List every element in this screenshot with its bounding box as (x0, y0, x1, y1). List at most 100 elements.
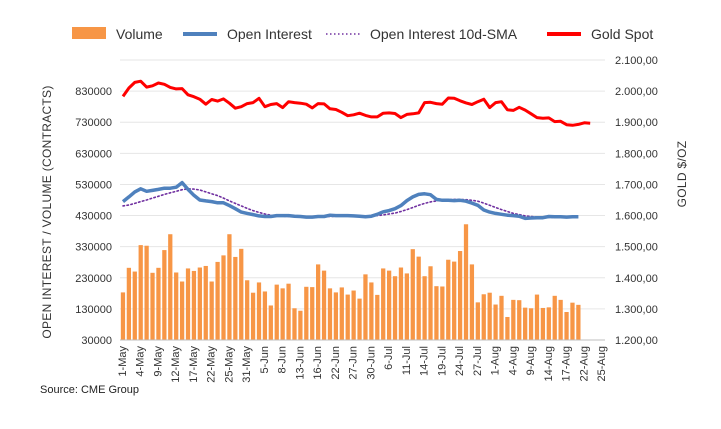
volume-bar (463, 224, 469, 340)
y-right-tick-label: 1.300,00 (615, 304, 658, 316)
volume-bar (475, 302, 480, 340)
volume-bar (168, 234, 173, 340)
volume-bar (179, 281, 185, 340)
volume-bar (558, 299, 563, 340)
y-axis-right-title: GOLD $/OZ (675, 141, 689, 208)
volume-bar (262, 291, 268, 340)
y-axis-right: 1.200,00 1.300,00 1.400,00 1.500,00 1.600,00… (615, 55, 658, 347)
volume-bar (511, 299, 516, 340)
legend: Volume Open Interest Open Interest 10d-SMA… (72, 26, 653, 42)
volume-bar (227, 234, 232, 340)
volume-bar (120, 292, 126, 340)
y-right-tick-label: 1.900,00 (615, 117, 658, 129)
volume-bar (233, 256, 238, 340)
y-left-tick-label: 830000 (75, 86, 112, 98)
x-tick-label: 17-Aug (561, 346, 573, 381)
volume-bar (369, 282, 374, 340)
volume-bar (534, 294, 540, 340)
volume-bar (493, 304, 498, 340)
volume-bar (481, 294, 486, 340)
volume-bar (215, 261, 220, 340)
volume-bar (434, 286, 439, 340)
gold-spot-line (121, 79, 591, 127)
x-tick-label: 1-Aug (490, 346, 502, 375)
volume-bar (292, 308, 297, 340)
x-tick-label: 12-May (170, 346, 182, 383)
volume-bar (280, 288, 285, 340)
volume-bar (528, 308, 534, 340)
x-tick-label: 5-Jun (259, 346, 271, 374)
open-interest-line (121, 180, 579, 221)
volume-bar (375, 294, 380, 340)
y-right-tick-label: 1.500,00 (615, 242, 658, 254)
y-left-tick-label: 630000 (75, 148, 112, 160)
volume-bar (540, 307, 546, 340)
x-tick-label: 11-Jul (401, 346, 413, 375)
source-note: Source: CME Group (40, 384, 140, 396)
volume-bar (469, 264, 475, 340)
y-right-tick-label: 1.200,00 (615, 335, 658, 347)
y-left-tick-label: 230000 (75, 273, 112, 285)
x-tick-label: 22-Jun (330, 346, 342, 380)
volume-bar (298, 310, 303, 340)
volume-bar (570, 302, 575, 340)
volume-bar (457, 251, 463, 340)
volume-bar (185, 268, 191, 340)
volume-bar (552, 295, 557, 340)
volume-bar (162, 250, 167, 340)
y-right-tick-label: 1.700,00 (615, 179, 658, 191)
x-tick-label: 25-May (223, 346, 235, 383)
x-tick-label: 9-Aug (525, 346, 537, 375)
volume-bar (156, 267, 161, 340)
volume-bar (363, 274, 368, 340)
x-tick-label: 14-Aug (543, 346, 555, 381)
y-left-tick-label: 330000 (75, 242, 112, 254)
x-tick-label: 22-Aug (578, 346, 590, 381)
volume-bar (250, 292, 256, 340)
volume-bar (191, 270, 197, 340)
x-tick-label: 4-May (135, 346, 147, 377)
x-tick-label: 4-Aug (507, 346, 519, 375)
x-tick-label: 17-May (188, 346, 200, 383)
x-tick-label: 9-May (152, 346, 164, 377)
open-interest-sma-line (122, 187, 580, 219)
x-tick-label: 14-Jul (419, 346, 431, 376)
y-axis-left-title: OPEN INTEREST / VOLUME (CONTRACTS) (40, 85, 54, 338)
volume-bar (410, 249, 415, 340)
volume-bar (576, 304, 581, 340)
volume-bar (286, 283, 291, 340)
volume-bar (197, 267, 202, 340)
legend-label: Volume (116, 26, 163, 42)
volume-bar (357, 298, 362, 340)
volume-bar (321, 270, 327, 340)
volume-bar (546, 307, 551, 340)
y-right-tick-label: 1.800,00 (615, 148, 658, 160)
y-left-tick-label: 530000 (75, 179, 112, 191)
y-left-tick-label: 730000 (75, 117, 112, 129)
volume-bar (333, 292, 339, 340)
volume-bar (132, 271, 137, 340)
x-tick-label: 27-Jun (348, 346, 360, 380)
volume-bar (398, 267, 404, 340)
y-axis-left: 30000 130000 230000 330000 430000 530000 63000… (75, 86, 112, 347)
volume-bar (150, 272, 155, 340)
x-tick-label: 27-Jul (472, 346, 484, 376)
volume-bar (564, 312, 569, 340)
volume-bar (304, 286, 309, 340)
volume-bars (120, 224, 581, 340)
volume-bar (440, 286, 445, 340)
volume-bar (523, 307, 528, 340)
volume-bar (245, 280, 250, 340)
volume-bar (351, 290, 356, 340)
volume-bar (339, 287, 344, 340)
legend-swatch-volume (72, 27, 106, 39)
x-tick-label: 25-Aug (596, 346, 608, 381)
volume-bar (392, 276, 398, 340)
volume-bar (256, 282, 262, 340)
x-tick-label: 13-Jun (294, 346, 306, 380)
x-tick-label: 30-Jun (365, 346, 377, 380)
volume-bar (310, 287, 315, 340)
x-tick-label: 22-May (206, 346, 218, 383)
volume-bar (404, 273, 409, 340)
